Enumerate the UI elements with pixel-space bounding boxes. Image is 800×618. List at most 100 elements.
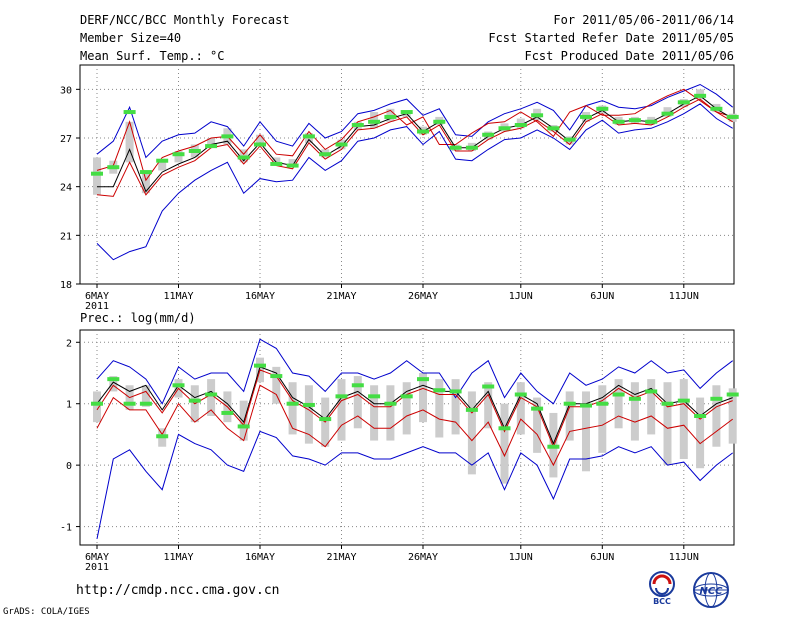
prec-xtick-label: 6JUN	[590, 552, 614, 563]
temp-median-marker	[139, 170, 152, 175]
prec-median-marker	[677, 398, 690, 403]
temp-median-marker	[661, 111, 674, 116]
precipitation-panel: 6MAY 11MAY 16MAY 21MAY 26MAY 1JUN 6JUN 11JUN201…	[60, 329, 739, 573]
temp-ytick-label: 18	[60, 280, 72, 291]
temp-median-marker	[677, 100, 690, 105]
prec-spread-bar	[451, 379, 460, 435]
prec-median-marker	[335, 394, 348, 399]
temp-median-marker	[270, 161, 283, 166]
prec-median-marker	[514, 392, 527, 397]
prec-spread-bar	[696, 397, 705, 469]
temp-median-marker	[335, 142, 348, 147]
temp-median-marker	[417, 129, 429, 134]
bcc-logo: BCC	[649, 571, 675, 606]
temp-median-marker	[531, 113, 544, 118]
prec-spread-bar	[582, 391, 590, 472]
temp-xtick-label: 6MAY	[85, 291, 109, 302]
prec-spread-bar	[679, 379, 688, 459]
prec-median-marker	[302, 402, 315, 407]
prec-xtick-label: 6MAY	[85, 552, 109, 563]
temp-median-marker	[254, 142, 266, 147]
temp-median-marker	[628, 118, 641, 123]
prec-median-marker	[221, 410, 234, 415]
prec-spread-bar	[516, 382, 525, 435]
temp-median-marker	[188, 148, 201, 153]
prec-median-marker	[188, 398, 201, 403]
prec-ytick-label: -1	[60, 523, 72, 534]
temp-ytick-label: 21	[60, 231, 72, 242]
prec-median-marker	[433, 388, 446, 393]
prec-median-marker	[547, 444, 560, 449]
prec-median-marker	[465, 407, 478, 412]
prec-median-marker	[531, 406, 544, 411]
prec-xtick-label: 11JUN	[669, 552, 699, 563]
variable-label: Mean Surf. Temp.: °C	[80, 49, 225, 63]
prec-spread-bar	[337, 379, 346, 441]
temp-xtick-year: 2011	[85, 301, 109, 312]
prec-median-marker	[710, 396, 723, 401]
temp-ytick-label: 30	[60, 85, 72, 96]
temp-ytick-label: 24	[60, 183, 72, 194]
fcst-started-date: Fcst Started Refer Date 2011/05/05	[488, 31, 734, 45]
temp-median-marker	[465, 145, 478, 150]
temp-spread-bar	[256, 134, 264, 147]
temp-median-marker	[612, 119, 625, 124]
prec-ytick-label: 1	[66, 400, 72, 411]
prec-median-marker	[139, 401, 152, 406]
temp-median-marker	[172, 152, 185, 157]
prec-median-marker	[498, 426, 511, 431]
prec-spread-bar	[353, 376, 362, 429]
temp-xtick-label: 26MAY	[408, 291, 438, 302]
chart-title: DERF/NCC/BCC Monthly Forecast	[80, 13, 290, 27]
temp-median-marker	[221, 134, 234, 139]
temp-median-marker	[91, 171, 103, 176]
prec-xtick-label: 11MAY	[163, 552, 193, 563]
prec-spread-bar	[435, 379, 444, 438]
prec-median-marker	[319, 417, 332, 422]
prec-median-marker	[726, 392, 739, 397]
temp-xtick-label: 1JUN	[509, 291, 533, 302]
prec-ytick-label: 0	[66, 461, 72, 472]
temp-spread-bar	[93, 157, 101, 195]
prec-median-marker	[156, 434, 169, 439]
prec-spread-bar	[614, 379, 623, 429]
temp-median-marker	[107, 165, 120, 170]
temp-spread-bar	[288, 159, 297, 168]
temp-xtick-label: 6JUN	[590, 291, 614, 302]
source-url[interactable]: http://cmdp.ncc.cma.gov.cn	[76, 583, 280, 598]
grads-credit: GrADS: COLA/IGES	[3, 607, 90, 617]
prec-xtick-label: 16MAY	[245, 552, 275, 563]
prec-spread-bar	[630, 382, 639, 441]
temp-median-marker	[286, 163, 299, 168]
prec-xtick-label: 1JUN	[509, 552, 533, 563]
prec-spread-bar	[500, 403, 509, 484]
prec-spread-bar	[467, 391, 476, 475]
temp-median-marker	[547, 126, 560, 131]
prec-spread-bar	[207, 379, 216, 416]
prec-xtick-label: 26MAY	[408, 552, 438, 563]
prec-median-marker	[123, 401, 136, 406]
temp-spread-bar	[125, 121, 134, 163]
temp-median-marker	[514, 123, 527, 128]
prec-spread-bar	[402, 382, 411, 435]
prec-median-marker	[628, 396, 641, 401]
prec-median-marker	[417, 377, 429, 382]
prec-spread-bar	[533, 397, 542, 453]
temp-ytick-label: 27	[60, 134, 72, 145]
prec-median-marker	[563, 401, 576, 406]
prec-median-marker	[237, 424, 250, 429]
prec-median-marker	[645, 389, 658, 394]
prec-median-marker	[107, 377, 120, 382]
temp-xtick-label: 11MAY	[163, 291, 193, 302]
prec-spread-bar	[728, 388, 737, 444]
prec-spread-bar	[598, 385, 607, 453]
temp-median-marker	[302, 134, 315, 139]
prec-median-marker	[384, 401, 397, 406]
precip-variable-label: Prec.: log(mm/d)	[80, 311, 196, 325]
temp-median-marker	[449, 145, 462, 150]
prec-spread-bar	[386, 385, 395, 441]
temp-series-pct_low	[96, 98, 733, 197]
prec-spread-bar	[109, 376, 118, 392]
prec-spread-bar	[565, 391, 574, 441]
temp-series-mean	[97, 95, 733, 193]
